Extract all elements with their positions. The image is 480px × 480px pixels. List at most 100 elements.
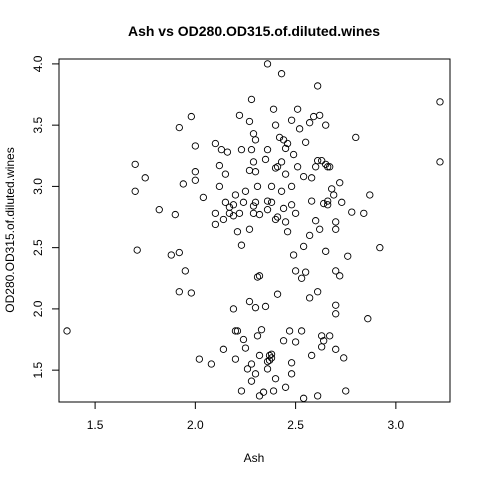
data-point	[299, 172, 308, 181]
data-point	[267, 182, 276, 191]
data-point	[241, 187, 250, 195]
data-point	[247, 377, 256, 385]
data-point	[237, 145, 246, 154]
data-point	[279, 337, 288, 345]
data-point	[332, 267, 340, 275]
x-tick-label: 2.0	[187, 418, 204, 432]
data-point	[324, 197, 332, 205]
data-point	[293, 105, 302, 113]
data-point	[229, 201, 238, 209]
data-point	[295, 125, 304, 133]
data-point	[332, 218, 340, 226]
data-point	[229, 212, 238, 220]
data-point	[245, 225, 254, 233]
data-point	[215, 161, 224, 170]
data-point	[436, 158, 444, 166]
data-point	[211, 220, 220, 229]
data-point	[155, 206, 163, 214]
data-point	[299, 394, 308, 402]
x-axis: 1.5 2.0 2.5 3.0	[87, 401, 405, 432]
data-point	[131, 187, 139, 195]
data-point	[277, 158, 286, 166]
data-point	[305, 231, 314, 240]
data-point	[348, 208, 356, 216]
data-point	[243, 365, 252, 373]
data-point	[175, 248, 183, 257]
data-point	[281, 218, 290, 226]
data-point	[247, 360, 256, 368]
data-point	[271, 121, 280, 129]
y-axis: 1.5 2.0 2.5 3.0 3.5 4.0	[31, 55, 60, 378]
data-point	[133, 246, 141, 254]
data-point	[251, 168, 260, 176]
y-tick-label: 3.0	[31, 178, 45, 195]
data-point	[271, 164, 280, 172]
y-tick-label: 1.5	[31, 361, 45, 378]
data-point	[330, 191, 338, 199]
data-point	[273, 213, 282, 221]
data-point	[301, 138, 310, 146]
data-point	[297, 327, 306, 335]
data-point	[289, 150, 298, 159]
data-point	[171, 210, 179, 219]
data-point	[181, 267, 189, 275]
data-point	[287, 359, 296, 367]
data-point	[318, 343, 326, 351]
data-point	[251, 370, 260, 378]
data-point	[287, 182, 296, 191]
data-point	[215, 182, 224, 191]
data-point	[255, 272, 264, 280]
data-point	[225, 203, 234, 211]
x-axis-label: Ash	[244, 451, 265, 465]
data-point	[352, 133, 360, 142]
y-axis-label: OD280.OD315.of.diluted.wines	[3, 147, 17, 312]
data-point	[281, 144, 290, 153]
data-point	[281, 383, 290, 391]
data-point	[376, 243, 384, 252]
data-point	[219, 345, 228, 353]
data-point	[249, 202, 258, 210]
data-point	[263, 206, 272, 214]
data-point	[269, 105, 278, 113]
y-tick-label: 4.0	[31, 55, 45, 72]
data-point	[207, 360, 216, 368]
data-point	[167, 251, 175, 259]
data-point	[187, 112, 195, 121]
x-tick-label: 2.5	[287, 418, 304, 432]
data-point	[267, 350, 276, 358]
data-point	[342, 387, 350, 395]
data-point	[223, 148, 232, 156]
data-point	[245, 117, 254, 126]
data-point	[191, 176, 199, 184]
data-point	[253, 182, 262, 191]
data-point	[251, 136, 260, 144]
data-point	[326, 163, 334, 171]
data-point	[336, 179, 344, 187]
data-point	[271, 375, 280, 383]
data-point	[233, 228, 242, 236]
data-point	[344, 252, 352, 260]
data-point	[63, 327, 71, 335]
data-point	[336, 272, 344, 280]
data-point	[245, 297, 254, 306]
data-point	[316, 225, 324, 233]
data-points	[63, 60, 444, 402]
data-point	[277, 70, 286, 78]
data-point	[291, 338, 300, 346]
chart-title: Ash vs OD280.OD315.of.diluted.wines	[128, 23, 380, 39]
data-point	[231, 355, 240, 363]
data-point	[255, 210, 264, 219]
data-point	[265, 351, 274, 360]
data-point	[217, 145, 226, 154]
data-point	[283, 139, 292, 148]
data-point	[271, 215, 280, 224]
data-point	[328, 185, 336, 193]
data-point	[263, 365, 272, 373]
data-point	[332, 345, 340, 353]
data-point	[322, 160, 330, 169]
data-point	[251, 198, 260, 206]
data-point	[229, 305, 238, 313]
data-point	[364, 315, 372, 323]
data-point	[322, 121, 330, 129]
